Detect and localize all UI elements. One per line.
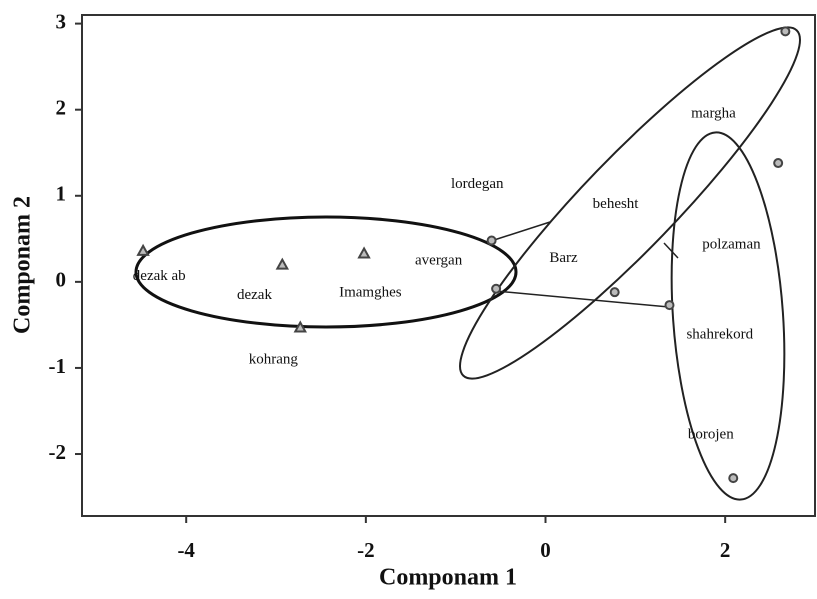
x-tick-label: 0 [540, 538, 551, 562]
y-tick-label: -1 [49, 354, 67, 378]
y-tick-label: 3 [56, 9, 67, 33]
y-tick-label: 0 [56, 268, 67, 292]
point-label: margha [691, 105, 736, 121]
y-tick-label: 2 [56, 96, 67, 120]
point-label: dezak ab [133, 268, 186, 284]
y-tick-label: -2 [49, 440, 67, 464]
point [609, 287, 620, 298]
plot-frame [81, 14, 816, 517]
point [773, 158, 784, 169]
point [357, 246, 371, 259]
point [780, 26, 791, 37]
connector [663, 242, 679, 259]
x-axis-label: Componam 1 [379, 565, 517, 591]
group-ellipse [459, 26, 801, 380]
connector [495, 290, 670, 308]
point-label: lordegan [451, 176, 504, 192]
point [275, 257, 290, 270]
connector [490, 221, 551, 242]
point-label: shahrekord [686, 327, 753, 343]
x-tick-label: -4 [177, 538, 195, 562]
y-tick-label: 1 [56, 182, 67, 206]
point-label: avergan [415, 253, 463, 269]
group-ellipse [670, 131, 786, 501]
point-label: behesht [593, 196, 640, 212]
x-tick-label: 2 [720, 538, 731, 562]
point-label: borojen [688, 427, 734, 443]
point [486, 235, 497, 246]
point [728, 473, 739, 484]
point [136, 243, 150, 256]
x-tick-label: -2 [357, 538, 375, 562]
point-label: dezak [237, 287, 272, 303]
point-label: Barz [549, 250, 578, 266]
group-ellipse [134, 215, 518, 329]
point-label: Imamghes [339, 284, 402, 300]
point [293, 320, 307, 333]
point [491, 283, 502, 294]
point-label: kohrang [249, 352, 299, 368]
point-label: polzaman [702, 236, 761, 252]
point [664, 300, 675, 311]
y-axis-label: Componam 2 [10, 196, 36, 334]
